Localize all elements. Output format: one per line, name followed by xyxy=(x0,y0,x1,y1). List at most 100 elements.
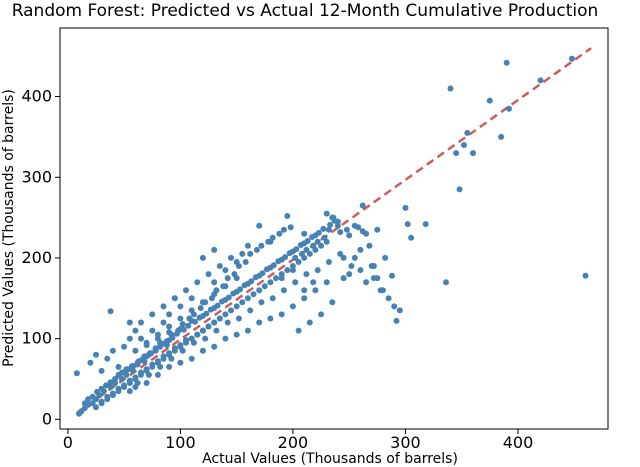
data-point xyxy=(222,335,229,342)
data-point xyxy=(132,327,139,334)
data-point xyxy=(211,343,218,350)
data-point xyxy=(166,329,173,336)
data-point xyxy=(244,327,251,334)
data-point xyxy=(112,376,119,382)
data-point xyxy=(343,226,350,233)
data-point xyxy=(177,303,184,310)
data-point xyxy=(130,367,137,374)
data-point xyxy=(216,263,223,269)
data-point xyxy=(94,388,101,395)
y-tick-label: 400 xyxy=(21,87,52,106)
data-point xyxy=(154,359,161,366)
data-point xyxy=(98,367,105,374)
data-point xyxy=(329,299,336,306)
data-point xyxy=(115,363,122,370)
data-point xyxy=(98,385,105,392)
x-tick-label: 400 xyxy=(503,433,534,452)
data-point xyxy=(327,221,334,228)
data-point xyxy=(318,311,325,318)
data-point xyxy=(422,221,429,228)
data-point xyxy=(211,246,218,253)
data-point xyxy=(389,272,395,279)
data-point xyxy=(340,275,347,282)
data-point xyxy=(582,272,589,279)
data-point xyxy=(284,267,291,274)
data-point xyxy=(312,232,319,239)
data-point xyxy=(464,129,471,136)
data-point xyxy=(121,369,128,376)
data-point xyxy=(109,347,116,354)
x-tick-label: 300 xyxy=(390,433,421,452)
data-point xyxy=(177,326,184,332)
data-point xyxy=(456,186,463,193)
data-point xyxy=(447,85,454,92)
data-point xyxy=(267,238,274,245)
data-point xyxy=(188,295,195,302)
data-point xyxy=(197,305,204,311)
y-tick-label: 0 xyxy=(42,409,52,428)
data-point xyxy=(213,327,220,334)
data-point xyxy=(396,307,403,314)
data-point xyxy=(261,283,268,290)
data-point xyxy=(323,210,330,217)
data-point xyxy=(258,242,265,249)
data-point xyxy=(233,303,240,310)
data-point xyxy=(267,279,274,286)
data-point xyxy=(443,279,449,286)
x-axis-label: Actual Values (Thousands of barrels) xyxy=(202,451,458,467)
data-point xyxy=(132,376,139,382)
data-point xyxy=(385,295,392,302)
data-point xyxy=(161,340,168,347)
data-point xyxy=(242,259,249,265)
data-point xyxy=(85,396,92,403)
data-point xyxy=(318,242,325,249)
data-point xyxy=(199,299,206,306)
data-point xyxy=(185,322,192,329)
data-point xyxy=(160,319,167,326)
data-point xyxy=(157,343,164,350)
data-point xyxy=(121,343,128,350)
data-point xyxy=(370,275,377,282)
data-point xyxy=(166,363,173,370)
data-point xyxy=(166,311,173,318)
data-point xyxy=(89,393,96,400)
plot-frame xyxy=(59,27,609,430)
data-point xyxy=(233,275,240,282)
data-point xyxy=(143,342,150,349)
data-point xyxy=(269,295,276,302)
data-point xyxy=(334,222,341,229)
data-point xyxy=(408,234,415,241)
data-point xyxy=(256,319,263,326)
data-point xyxy=(363,279,370,286)
data-point xyxy=(211,319,218,326)
data-point xyxy=(89,400,96,407)
data-point xyxy=(224,319,231,326)
data-point xyxy=(301,240,308,247)
data-point xyxy=(199,327,206,334)
data-point xyxy=(359,228,366,235)
data-point xyxy=(126,335,133,342)
data-point xyxy=(107,384,114,390)
data-point xyxy=(107,379,114,386)
data-point xyxy=(188,307,195,314)
data-point xyxy=(312,287,319,294)
data-point xyxy=(276,230,283,237)
data-point xyxy=(247,250,254,257)
data-point xyxy=(289,303,296,310)
data-point xyxy=(306,250,313,257)
data-point xyxy=(256,222,263,229)
data-point xyxy=(348,263,355,269)
data-point xyxy=(303,246,310,253)
data-point xyxy=(81,400,88,407)
data-point xyxy=(239,250,246,257)
data-point xyxy=(202,335,209,342)
data-point xyxy=(306,319,313,326)
data-point xyxy=(149,311,156,318)
data-point xyxy=(228,307,234,314)
data-point xyxy=(289,267,296,274)
data-point xyxy=(149,327,156,334)
data-point xyxy=(93,404,99,411)
data-point xyxy=(323,279,330,286)
data-point xyxy=(171,295,178,302)
data-point xyxy=(239,299,246,306)
